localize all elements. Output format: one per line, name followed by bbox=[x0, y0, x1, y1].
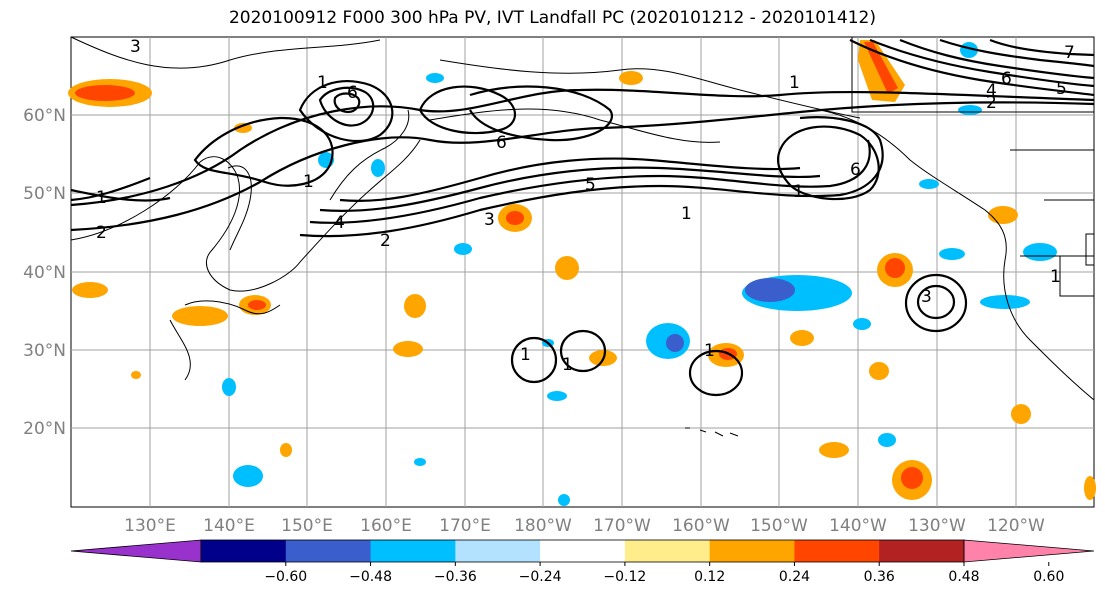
lon-label: 180°W bbox=[514, 516, 572, 536]
lon-label: 160°W bbox=[672, 516, 730, 536]
lat-label: 30°N bbox=[23, 341, 66, 361]
colorbar-extend-high bbox=[963, 539, 1095, 563]
colorbar-swatch bbox=[201, 540, 287, 562]
colorbar-tick-label: −0.12 bbox=[603, 569, 646, 585]
contour-label: 6 bbox=[347, 83, 358, 103]
lon-label: 120°W bbox=[987, 516, 1045, 536]
lon-label: 170°W bbox=[593, 516, 651, 536]
contour-label: 7 bbox=[1064, 43, 1075, 63]
contour-label: 6 bbox=[1001, 69, 1012, 89]
lon-label: 150°W bbox=[750, 516, 808, 536]
contour-label: 4 bbox=[334, 213, 345, 233]
lon-label: 140°W bbox=[829, 516, 887, 536]
colorbar-swatch bbox=[455, 540, 541, 562]
contour-label: 2 bbox=[986, 93, 997, 113]
lon-label: 150°E bbox=[281, 516, 333, 536]
colorbar-extend-low bbox=[70, 539, 202, 563]
lat-label: 40°N bbox=[23, 263, 66, 283]
contour-label: 1 bbox=[562, 355, 573, 375]
contour-label: 1 bbox=[96, 188, 107, 208]
colorbar-swatch bbox=[285, 540, 372, 562]
contour-label: 1 bbox=[303, 172, 314, 192]
contour-label: 1 bbox=[1050, 267, 1061, 287]
map-title: 2020100912 F000 300 hPa PV, IVT Landfall… bbox=[228, 8, 876, 28]
colorbar-swatch bbox=[709, 540, 795, 562]
contour-label: 1 bbox=[520, 345, 531, 365]
lat-label: 50°N bbox=[23, 184, 66, 204]
colorbar-tick-label: 0.60 bbox=[1033, 569, 1064, 585]
coastlines bbox=[70, 36, 1095, 437]
contour-label: 2 bbox=[96, 223, 107, 243]
contour-label: 4 bbox=[986, 81, 997, 101]
contour-label: 6 bbox=[496, 133, 507, 153]
colorbar-swatch bbox=[370, 540, 456, 562]
contour-label: 3 bbox=[130, 37, 141, 57]
colorbar-tick-label: 0.48 bbox=[948, 569, 979, 585]
longitude-labels: 130°E 140°E 150°E 160°E 170°E 180°W 170°… bbox=[124, 516, 1045, 536]
lon-label: 130°E bbox=[124, 516, 176, 536]
contour-label: 3 bbox=[484, 210, 495, 230]
colorbar-tick-label: 0.24 bbox=[779, 569, 810, 585]
contour-labels: 3 6 1 1 2 4 2 5 3 1 6 1 6 5 4 2 1 1 3 1 … bbox=[96, 37, 1075, 375]
contour-label: 5 bbox=[585, 175, 596, 195]
colorbar-tick-label: −0.48 bbox=[349, 569, 392, 585]
contour-label: 1 bbox=[793, 182, 804, 202]
latitude-labels: 60°N 50°N 40°N 30°N 20°N bbox=[23, 106, 66, 439]
colorbar-swatch bbox=[624, 540, 711, 562]
colorbar-swatch bbox=[540, 540, 626, 562]
contour-label: 1 bbox=[317, 73, 328, 93]
contour-label: 5 bbox=[1056, 79, 1067, 99]
colorbar-swatch bbox=[794, 540, 880, 562]
contour-label: 3 bbox=[921, 287, 932, 307]
contour-label: 1 bbox=[681, 204, 692, 224]
contour-label: 6 bbox=[850, 160, 861, 180]
lon-label: 160°E bbox=[360, 516, 412, 536]
contour-label: 2 bbox=[380, 231, 391, 251]
pv-contours bbox=[70, 38, 1095, 397]
ivt-shading bbox=[68, 40, 1096, 506]
contour-label: 1 bbox=[789, 73, 800, 93]
colorbar-tick-label: 0.36 bbox=[864, 569, 895, 585]
contour-label: 1 bbox=[704, 341, 715, 361]
graticule bbox=[71, 37, 1094, 507]
colorbar-tick-label: −0.36 bbox=[434, 569, 477, 585]
colorbar-tick-label: 0.12 bbox=[694, 569, 725, 585]
lon-label: 130°W bbox=[908, 516, 966, 536]
colorbar-tick-label: −0.60 bbox=[264, 569, 307, 585]
lat-label: 60°N bbox=[23, 106, 66, 126]
lon-label: 170°E bbox=[439, 516, 491, 536]
colorbar-tick-label: −0.24 bbox=[519, 569, 562, 585]
map-panel: 3 6 1 1 2 4 2 5 3 1 6 1 6 5 4 2 1 1 3 1 … bbox=[68, 36, 1096, 508]
colorbar: −0.60 −0.48 −0.36 −0.24 −0.12 0.12 0.24 0.36 0.4… bbox=[70, 539, 1095, 585]
lat-label: 20°N bbox=[23, 419, 66, 439]
lon-label: 140°E bbox=[203, 516, 255, 536]
colorbar-swatch bbox=[879, 540, 965, 562]
